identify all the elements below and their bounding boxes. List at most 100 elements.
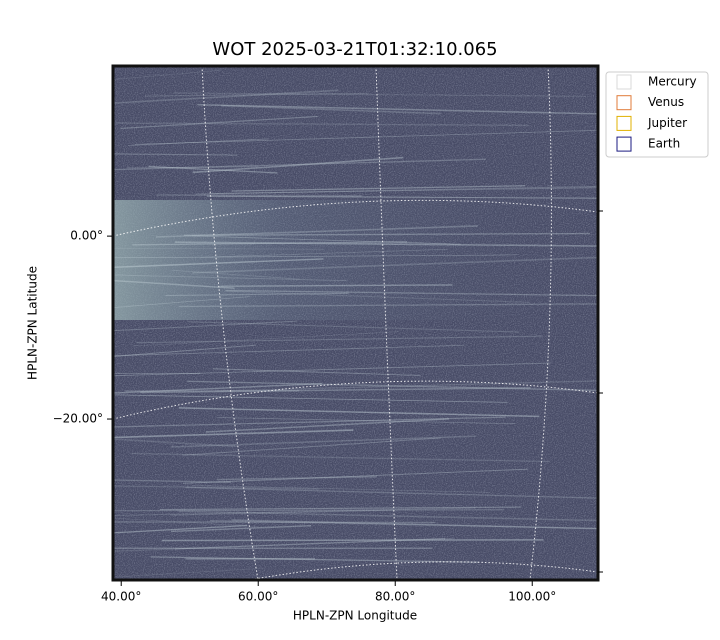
legend-label: Venus [648,95,684,109]
image-glow [113,200,598,320]
streak [132,241,408,246]
streak [115,567,265,578]
streak [185,486,598,499]
streak [192,256,598,274]
legend-swatch [616,95,632,111]
streak [200,248,448,258]
legend-label: Mercury [648,75,697,89]
streak [157,194,362,197]
legend-swatch [616,136,632,152]
streak [148,165,278,174]
streak [170,509,394,516]
streak [113,247,324,250]
streak [231,519,598,530]
streak [113,254,517,259]
streak [210,519,598,530]
x-tick-label: 100.00° [508,590,556,604]
streak [205,418,450,433]
streak [212,368,421,376]
streak [113,258,324,269]
image-noise [113,66,598,580]
streak [216,475,377,481]
y-tick-label: −20.00° [53,412,103,426]
streak [178,303,598,308]
streak [113,279,235,289]
streak [113,485,320,490]
streak [197,103,598,115]
streak [113,274,347,282]
streak [113,344,257,357]
grid-curve [201,66,259,580]
streak [220,284,453,287]
streak [113,158,486,171]
streak [136,335,542,344]
grid-curve [375,66,398,580]
legend-swatch [616,74,632,90]
legend [605,71,709,158]
streak [224,290,530,303]
streak [113,89,339,104]
streak [171,524,312,533]
streak [183,437,441,456]
x-tick-label: 40.00° [101,590,141,604]
streak [192,156,404,174]
streak [150,556,479,563]
x-tick-label: 60.00° [238,590,278,604]
streak [187,321,520,333]
streak [113,524,247,534]
x-tick-label: 80.00° [375,590,415,604]
coordinate-grid [113,66,598,580]
streak [113,362,551,377]
streak [183,468,529,484]
streak [113,296,251,308]
x-axis-label: HPLN-ZPN Longitude [293,609,417,623]
streak [113,382,323,394]
streak [113,344,465,357]
streak [113,438,237,448]
streak [209,187,598,194]
streak [171,269,300,280]
streak [113,153,238,156]
legend-label: Jupiter [647,116,687,130]
streak [195,185,598,195]
streak [216,380,598,392]
streak [113,394,508,403]
streak [174,537,446,550]
streak [113,521,436,524]
streak [113,429,354,439]
streak [113,69,221,80]
streak [113,509,504,512]
streak [173,92,586,97]
streak [145,92,370,97]
streak [113,479,232,484]
streak [128,138,269,146]
streak [191,235,461,245]
streak [178,510,598,522]
grid-curve [529,66,552,580]
streaks [113,66,598,578]
streak [187,380,598,392]
streak [131,331,399,347]
y-axis-label: HPLN-ZPN Latitude [26,266,40,380]
legend-label: Earth [648,137,680,151]
streak [217,417,516,425]
image [113,66,598,580]
streak [231,185,526,192]
streak [170,435,477,448]
legend-swatch [616,115,632,131]
streak [184,232,590,236]
streak [192,485,490,493]
streak [140,387,531,394]
streak [165,292,349,297]
streak [134,129,598,145]
streak [114,320,298,332]
streak [131,452,550,463]
chart-title: WOT 2025-03-21T01:32:10.065 [212,39,497,60]
streak [126,166,259,169]
streak [221,104,441,115]
plot-frame [111,64,600,582]
streak [174,241,598,247]
streak [113,416,506,428]
streak [120,115,318,130]
